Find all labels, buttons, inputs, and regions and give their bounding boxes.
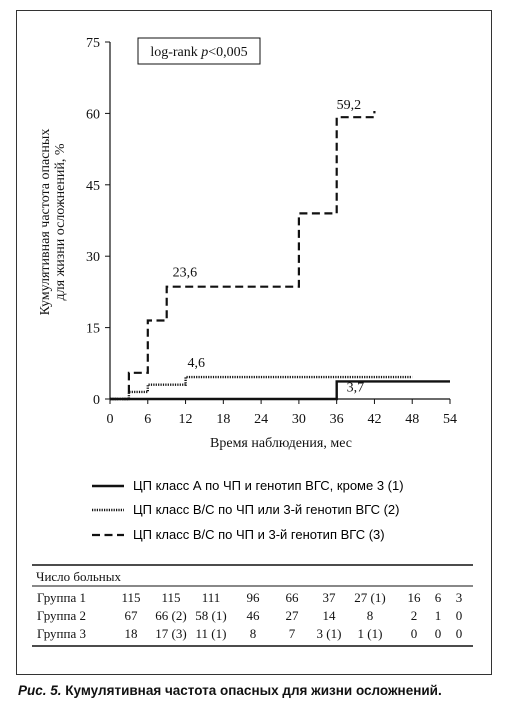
y-tick-label: 60 — [86, 107, 100, 122]
risk-cell: 0 — [435, 626, 442, 641]
risk-row-label: Группа 2 — [37, 608, 86, 623]
risk-table-rows: Группа 1 115 115 111 96 66 37 27 (1) 16 6 3 Группа … — [37, 590, 462, 641]
x-tick-label: 24 — [254, 412, 268, 427]
risk-cell: 96 — [247, 590, 261, 605]
y-tick-label: 30 — [86, 250, 100, 265]
legend-label-1: ЦП класс А по ЧП и генотип ВГС, кроме 3 … — [133, 478, 404, 493]
x-tick-label: 12 — [179, 412, 193, 427]
risk-cell: 46 — [247, 608, 261, 623]
risk-cell: 111 — [202, 590, 221, 605]
risk-cell: 1 (1) — [358, 626, 383, 641]
annotation-box: log-rank p<0,005 — [137, 37, 261, 65]
x-tick-label: 18 — [216, 412, 230, 427]
x-tick-label: 30 — [292, 412, 306, 427]
x-tick-label: 54 — [443, 412, 457, 427]
x-tick-label: 48 — [405, 412, 419, 427]
risk-cell: 11 (1) — [196, 626, 227, 641]
risk-cell: 27 (1) — [354, 590, 385, 605]
risk-cell: 8 — [367, 608, 374, 623]
risk-cell: 2 — [411, 608, 418, 623]
risk-cell: 66 (2) — [155, 608, 186, 623]
risk-cell: 17 (3) — [155, 626, 186, 641]
y-axis-label: Кумулятивная частота опасных для жизни о… — [38, 129, 68, 316]
data-label: 3,7 — [347, 380, 365, 395]
ticks: 0 6 12 18 24 30 36 42 48 54 0 15 30 45 60 75 — [86, 36, 457, 427]
risk-cell: 6 — [435, 590, 442, 605]
x-axis-label: Время наблюдения, мес — [210, 436, 352, 451]
series-2-line — [110, 375, 413, 401]
risk-cell: 1 — [435, 608, 442, 623]
risk-cell: 18 — [125, 626, 138, 641]
risk-cell: 3 — [456, 590, 463, 605]
legend-label-3: ЦП класс В/С по ЧП и 3-й генотип ВГС (3) — [133, 527, 385, 542]
chart-canvas: 0 6 12 18 24 30 36 42 48 54 0 15 30 45 60 75 59,2 23,6 4,… — [38, 36, 457, 542]
risk-cell: 0 — [456, 608, 463, 623]
x-tick-label: 42 — [367, 412, 381, 427]
series-3-line — [110, 111, 376, 401]
series-lines — [110, 111, 450, 401]
caption-text: Кумулятивная частота опасных для жизни о… — [65, 683, 442, 698]
risk-cell: 67 — [125, 608, 139, 623]
legend-label-2: ЦП класс В/С по ЧП или 3-й генотип ВГС (… — [133, 502, 399, 517]
figure-frame — [16, 10, 492, 675]
risk-cell: 16 — [408, 590, 422, 605]
y-tick-label: 45 — [86, 179, 100, 194]
risk-row-label: Группа 1 — [37, 590, 86, 605]
y-axis-label-line2: для жизни осложнений, % — [53, 143, 68, 300]
risk-cell: 27 — [286, 608, 300, 623]
risk-cell: 58 (1) — [195, 608, 226, 623]
series-1-line — [110, 380, 450, 401]
risk-cell: 7 — [289, 626, 296, 641]
risk-table-title: Число больных — [36, 569, 121, 584]
risk-row-label: Группа 3 — [37, 626, 86, 641]
x-tick-label: 6 — [144, 412, 151, 427]
annotation-text: log-rank p<0,005 — [150, 45, 247, 60]
risk-cell: 115 — [161, 590, 180, 605]
risk-cell: 0 — [411, 626, 418, 641]
x-tick-label: 0 — [107, 412, 114, 427]
risk-cell: 37 — [323, 590, 337, 605]
caption-label: Рис. 5. — [18, 683, 62, 698]
data-label: 59,2 — [337, 98, 362, 113]
axes — [109, 42, 450, 400]
data-label: 4,6 — [188, 356, 206, 371]
data-label: 23,6 — [173, 266, 198, 281]
risk-cell: 14 — [323, 608, 337, 623]
risk-cell: 115 — [121, 590, 140, 605]
risk-cell: 3 (1) — [317, 626, 342, 641]
legend: ЦП класс А по ЧП и генотип ВГС, кроме 3 … — [92, 478, 404, 542]
y-axis-label-line1: Кумулятивная частота опасных — [38, 129, 53, 316]
data-labels: 59,2 23,6 4,6 3,7 — [173, 98, 364, 395]
y-tick-label: 0 — [93, 393, 100, 408]
risk-cell: 0 — [456, 626, 463, 641]
y-tick-label: 15 — [86, 322, 100, 337]
risk-cell: 8 — [250, 626, 257, 641]
figure-caption: Рис. 5. Кумулятивная частота опасных для… — [18, 683, 442, 698]
x-tick-label: 36 — [330, 412, 344, 427]
risk-table: Число больных Группа 1 115 115 111 96 66 37 27 … — [32, 564, 473, 647]
y-tick-label: 75 — [86, 36, 100, 51]
risk-cell: 66 — [286, 590, 300, 605]
